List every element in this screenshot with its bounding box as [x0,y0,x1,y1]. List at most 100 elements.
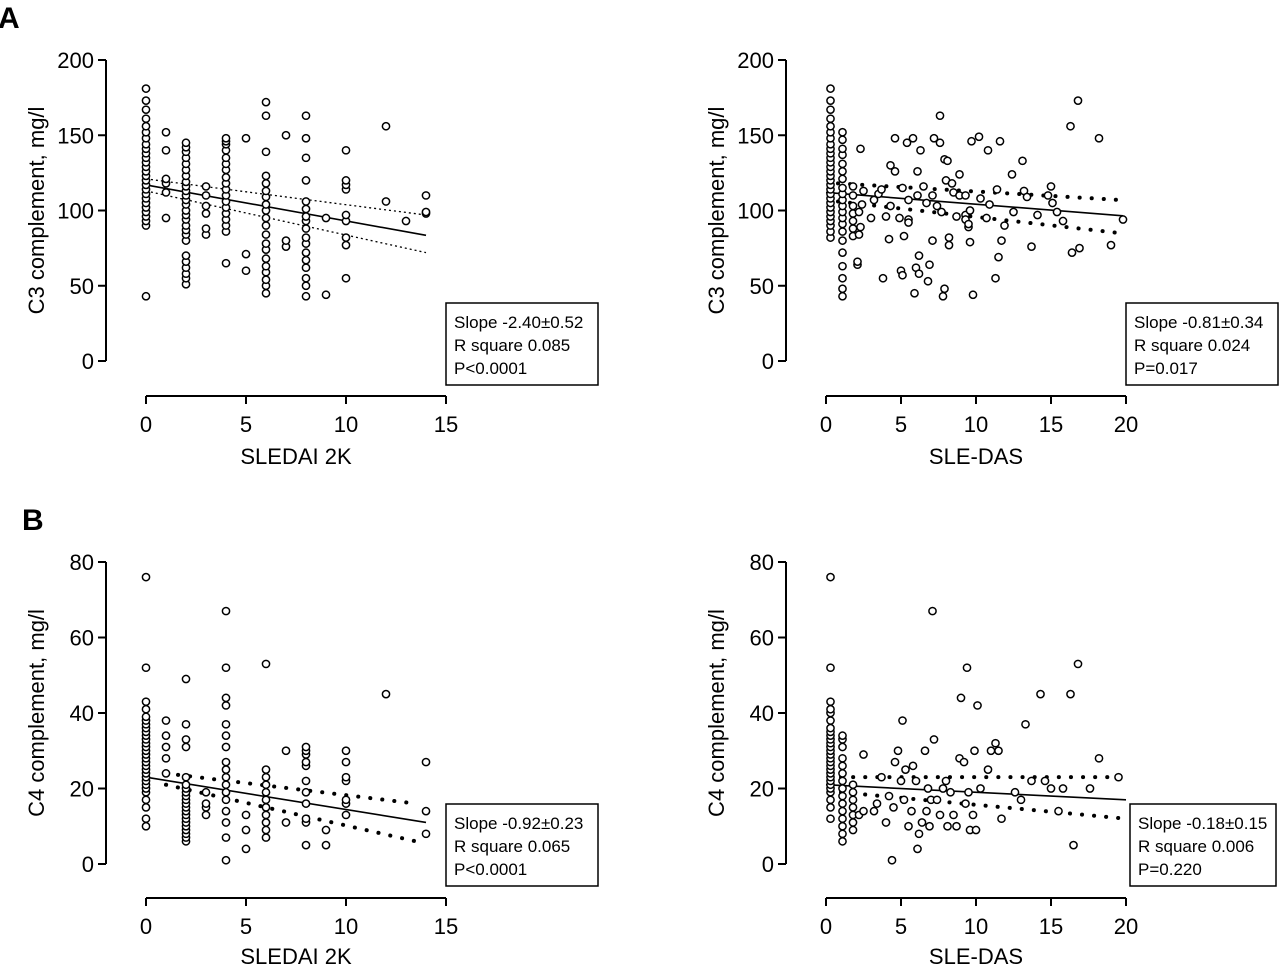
regression-line [825,783,1127,801]
data-point [848,818,858,827]
data-point [181,772,191,782]
data-point [221,719,231,729]
data-point [261,780,271,790]
x-tick-label: 10 [334,914,358,939]
data-point [261,803,271,812]
data-point [943,156,952,166]
stats-line: Slope -0.18±0.15 [1138,814,1267,833]
data-point [893,746,903,756]
x-tick-label: 15 [1039,914,1063,939]
data-point [261,810,271,820]
data-point [161,716,171,725]
data-point [952,212,961,221]
data-point [301,111,311,121]
data-point [838,236,847,245]
data-point [1067,248,1077,257]
data-point [321,825,331,835]
data-point [973,701,982,710]
data-point [826,716,835,725]
data-point [1052,207,1062,217]
y-tick-label: 0 [762,852,774,877]
data-point [161,188,171,197]
data-point [856,144,865,154]
y-axis-label: C3 complement, mg/l [704,107,729,315]
data-point [221,855,231,865]
stats-box [1129,803,1277,887]
data-point [866,213,876,223]
data-point [221,153,231,163]
data-point [908,761,918,771]
data-point [857,200,867,209]
data-point [904,195,913,205]
data-point [1073,659,1083,669]
data-point [141,121,151,131]
data-point [949,810,958,820]
data-point [932,201,942,211]
data-point [944,240,954,250]
data-point [838,248,847,257]
data-point [887,855,897,865]
data-point [907,806,916,816]
data-point [261,186,271,196]
data-point [1036,689,1045,699]
data-point [968,810,978,820]
data-point [965,237,975,247]
data-point [898,270,907,280]
x-tick-label: 0 [140,914,152,939]
data-point [838,753,847,763]
data-point [872,799,882,808]
data-point [997,814,1006,824]
data-point [896,776,906,786]
ci-line-lower [839,790,1128,821]
stats-box [445,302,599,386]
data-point [161,127,171,137]
data-point [261,230,271,239]
data-point [221,133,231,143]
data-point [899,795,909,805]
data-point [261,772,271,782]
data-point [838,814,847,824]
stats-box [445,803,599,887]
data-point [1058,784,1068,793]
data-point [261,147,271,157]
data-point [241,825,251,835]
data-point [974,132,984,142]
data-point [301,255,311,265]
stats-line: P<0.0001 [454,860,527,879]
data-point [141,795,151,805]
data-point [901,765,910,774]
data-point [991,273,1000,283]
data-point [221,693,231,703]
data-point [261,288,271,298]
data-point [965,206,975,215]
y-tick-label: 0 [82,349,94,374]
data-point [301,248,311,257]
data-point [919,182,928,191]
data-point [201,787,211,797]
data-point [956,693,966,703]
data-point [261,213,271,223]
data-point [221,606,231,616]
data-point [341,145,351,155]
data-point [221,757,231,767]
data-point [261,765,271,774]
data-point [914,269,924,279]
data-point [221,772,231,782]
y-tick-label: 150 [737,123,774,148]
data-point [943,821,952,831]
data-point [932,795,942,805]
data-point [261,200,271,209]
data-point [141,712,151,722]
data-point [221,780,231,790]
x-tick-label: 15 [434,412,458,437]
data-point [838,791,847,801]
stats-line: P=0.017 [1134,359,1198,378]
data-point [913,167,922,176]
data-point [1010,787,1020,797]
data-point [944,233,954,242]
x-axis-label: SLEDAI 2K [240,944,352,968]
data-point [1022,192,1032,202]
data-point [261,795,271,805]
data-point [261,818,271,827]
